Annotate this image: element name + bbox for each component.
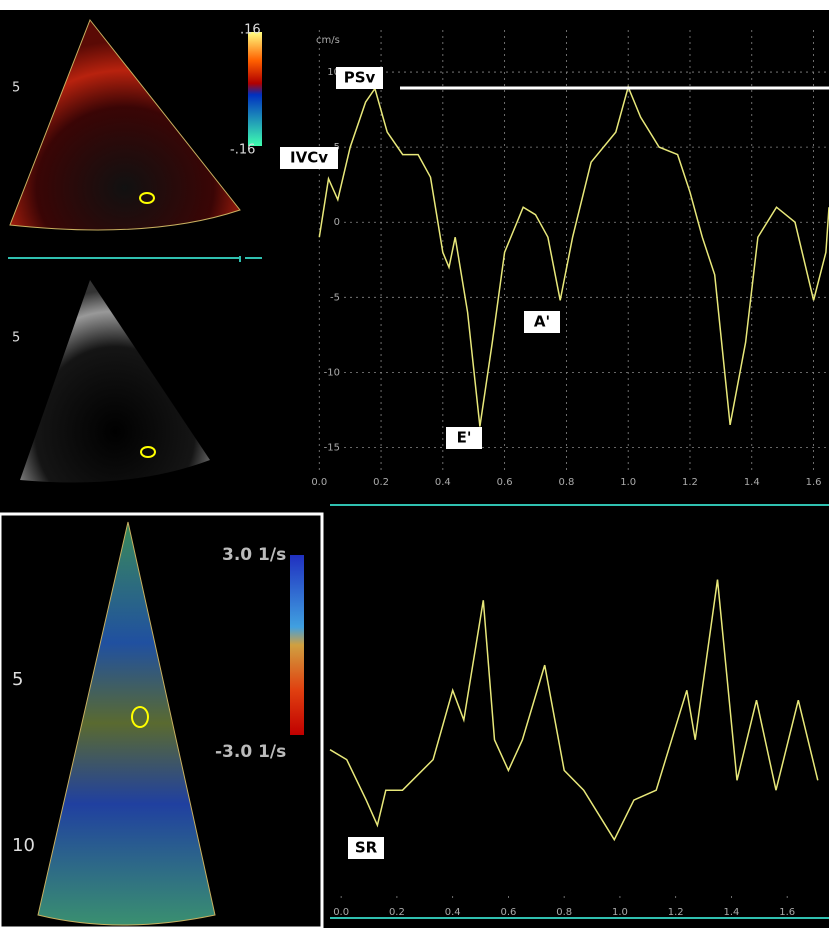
- annotation-box: [446, 427, 482, 449]
- roi-marker: [139, 192, 155, 204]
- depth-label: 5: [12, 331, 20, 346]
- x-tick-label: 0.4: [435, 477, 451, 488]
- panel-border: [0, 512, 324, 928]
- annotation: PSv: [344, 69, 376, 87]
- y-tick-label: 0: [334, 217, 340, 228]
- color-label: 3.0 1/s: [222, 545, 286, 565]
- roi-marker: [140, 446, 156, 458]
- sr-image: [37, 521, 216, 926]
- annotation-box: [336, 67, 383, 89]
- color-label: -.16: [230, 143, 255, 158]
- color-label: .16: [240, 23, 261, 38]
- annotation: E': [457, 429, 472, 447]
- annotation: IVCv: [290, 149, 328, 167]
- depth-label: 10: [12, 835, 35, 856]
- x-tick-label: 1.2: [668, 907, 684, 918]
- ecg: [330, 504, 829, 919]
- annotation: SR: [355, 839, 378, 857]
- color-bar: [248, 32, 262, 146]
- x-tick-label: 1.2: [682, 477, 698, 488]
- x-tick-label: 1.4: [723, 907, 739, 918]
- annotation: A': [534, 313, 550, 331]
- color-tdi-image: [9, 19, 241, 231]
- y-axis-label: cm/s: [316, 35, 340, 46]
- x-tick-label: 0.4: [445, 907, 461, 918]
- x-tick-label: 0.6: [497, 477, 513, 488]
- x-tick-label: 1.4: [744, 477, 760, 488]
- trace: [329, 579, 819, 842]
- x-tick-label: 0.8: [556, 907, 572, 918]
- trace: [318, 84, 829, 427]
- y-tick-label: 10: [327, 67, 340, 78]
- y-tick-label: -15: [324, 442, 340, 453]
- x-tick-label: 1.6: [806, 477, 822, 488]
- annotation-box: [524, 311, 560, 333]
- annotation-box: [348, 837, 384, 859]
- roi-marker: [131, 706, 149, 728]
- ecg: [8, 256, 262, 262]
- x-tick-label: 1.0: [612, 907, 628, 918]
- x-tick-label: 1.0: [620, 477, 636, 488]
- color-label: -3.0 1/s: [215, 742, 286, 762]
- x-tick-label: 0.8: [558, 477, 574, 488]
- depth-label: 5: [12, 669, 23, 690]
- x-tick-label: 0.0: [311, 477, 327, 488]
- color-bar: [290, 555, 304, 735]
- y-tick-label: -5: [330, 292, 340, 303]
- annotation-box: [280, 147, 338, 169]
- x-tick-label: 0.2: [373, 477, 389, 488]
- x-tick-label: 0.2: [389, 907, 405, 918]
- x-tick-label: 0.0: [333, 907, 349, 918]
- y-tick-label: -10: [324, 367, 340, 378]
- x-tick-label: 0.6: [500, 907, 516, 918]
- bmode-image: [20, 280, 210, 483]
- x-tick-label: 1.6: [779, 907, 795, 918]
- depth-label: 5: [12, 81, 20, 96]
